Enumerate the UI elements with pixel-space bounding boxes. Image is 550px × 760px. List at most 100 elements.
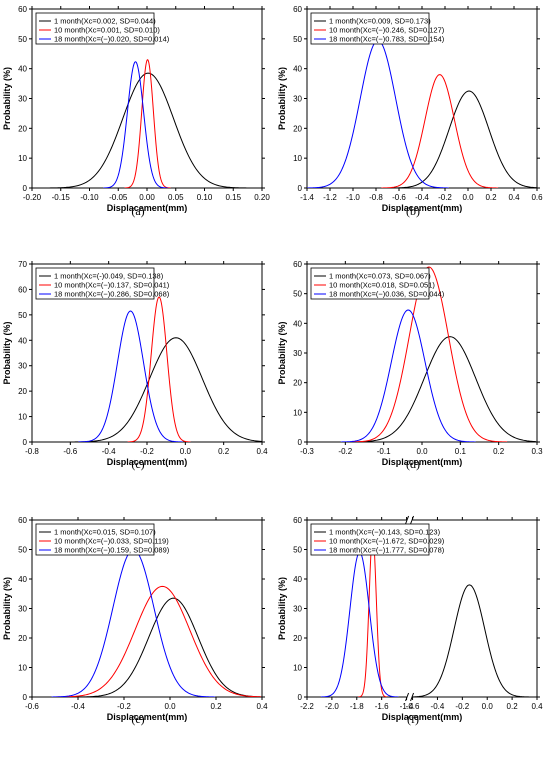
y-tick-label: 0	[23, 693, 28, 702]
x-tick-label: 0.0	[180, 447, 192, 456]
y-tick-label: 40	[293, 575, 302, 584]
y-axis-label: Probability (%)	[2, 321, 12, 384]
y-tick-label: 30	[18, 95, 27, 104]
x-axis-label: Displacement(mm)	[107, 457, 188, 467]
series-line-3	[320, 551, 399, 697]
y-tick-label: 20	[18, 634, 27, 643]
chart-panel-1: -0.20 -0.15 -0.10 -0.05 0.00 0.05 0.10 0.15 0.20…	[2, 5, 270, 218]
panel-label: (b)	[406, 204, 420, 218]
series-line-3	[51, 548, 216, 697]
series-line-1	[389, 90, 537, 188]
panel-label: (a)	[131, 204, 144, 218]
y-tick-label: 40	[18, 336, 27, 345]
x-tick-label: -0.4	[415, 193, 429, 202]
x-tick-label: -0.8	[25, 447, 39, 456]
legend-entry: 18 month(Xc=(−)0.159, SD=0.089)	[54, 546, 170, 555]
series-line-2	[52, 585, 261, 697]
y-tick-label: 40	[18, 65, 27, 74]
x-tick-label: -1.4	[400, 702, 414, 711]
x-tick-label: 0.4	[531, 702, 543, 711]
series-line-1	[70, 337, 262, 442]
x-tick-label: -0.20	[23, 193, 42, 202]
x-tick-label: -1.8	[350, 702, 364, 711]
y-tick-label: 20	[293, 379, 302, 388]
legend-box	[35, 12, 155, 45]
x-tick-label: -1.6	[375, 702, 389, 711]
legend-entry: 18 month(Xc=(−)0.020, SD=0.014)	[54, 35, 170, 44]
x-tick-label: -0.4	[71, 702, 85, 711]
x-tick-label: 0.05	[168, 193, 184, 202]
x-tick-label: 0.0	[164, 702, 176, 711]
y-tick-label: 60	[18, 516, 27, 525]
y-axis-label: Probability (%)	[277, 67, 287, 130]
legend-entry: 1 month(Xc=0.015, SD=0.107)	[54, 528, 156, 537]
y-tick-label: 60	[18, 5, 27, 14]
series-line-2	[127, 296, 191, 442]
x-tick-label: -1.2	[323, 193, 337, 202]
x-tick-label: -1.4	[300, 193, 314, 202]
y-tick-label: 0	[298, 693, 303, 702]
x-tick-label: -2.0	[325, 702, 339, 711]
y-tick-label: 10	[293, 664, 302, 673]
x-tick-label: -0.1	[377, 447, 391, 456]
x-tick-label: -0.2	[338, 447, 352, 456]
legend-entry: 10 month(Xc=0.001, SD=0.010)	[54, 26, 160, 35]
x-tick-label: 0.3	[531, 447, 543, 456]
y-tick-label: 50	[18, 311, 27, 320]
y-tick-label: 0	[23, 184, 28, 193]
legend-entry: 1 month(Xc=0.002, SD=0.044)	[54, 17, 156, 26]
y-tick-label: 30	[293, 605, 302, 614]
y-tick-label: 40	[293, 319, 302, 328]
series-line-3	[340, 309, 476, 442]
legend-box	[35, 267, 155, 300]
y-tick-label: 20	[293, 634, 302, 643]
legend-entry: 18 month(Xc=(−)0.036, SD=0.044)	[329, 290, 445, 299]
x-tick-label: 0.2	[493, 447, 505, 456]
y-tick-label: 50	[293, 35, 302, 44]
legend-entry: 10 month(Xc=(−)1.672, SD=0.029)	[329, 537, 445, 546]
x-axis-label: Displacement(mm)	[107, 712, 188, 722]
chart-panel-2: -1.4 -1.2 -1.0 -0.8 -0.6 -0.4 -0.2 0.0 0.2 0.4 0.6…	[277, 5, 543, 218]
y-tick-label: 60	[293, 260, 302, 269]
axis-break-gap	[406, 516, 413, 524]
x-tick-label: -0.6	[406, 702, 420, 711]
x-tick-label: 0.10	[197, 193, 213, 202]
chart-panel-3: -0.8 -0.6 -0.4 -0.2 0.0 0.2 0.4 0 10 20 30 40 50 60 70…	[2, 260, 268, 471]
y-tick-label: 40	[293, 65, 302, 74]
x-tick-label: -0.8	[369, 193, 383, 202]
y-axis-label: Probability (%)	[277, 321, 287, 384]
y-tick-label: 30	[18, 605, 27, 614]
y-tick-label: 60	[293, 516, 302, 525]
legend-box	[310, 523, 430, 556]
x-tick-label: -0.05	[109, 193, 128, 202]
x-tick-label: -1.0	[346, 193, 360, 202]
y-tick-label: 50	[293, 290, 302, 299]
series-line-1	[75, 597, 261, 697]
panel-label: (c)	[131, 457, 144, 471]
x-tick-label: 0.4	[256, 447, 268, 456]
x-tick-label: 0.2	[210, 702, 222, 711]
legend-entry: 10 month(Xc=(−)0.246, SD=0.127)	[329, 26, 445, 35]
x-tick-label: 0.4	[256, 702, 268, 711]
y-axis-label: Probability (%)	[2, 577, 12, 640]
legend-entry: 1 month(Xc=(−)0.143, SD=0.123)	[329, 528, 441, 537]
legend-box	[310, 267, 430, 300]
chart-panel-6: -2.2 -2.0 -1.8 -1.6 -1.4-0.6 -0.4 -0.2 0.0 0.2 0.…	[277, 515, 543, 726]
y-tick-label: 40	[18, 575, 27, 584]
x-tick-label: -0.2	[140, 447, 154, 456]
series-line-1	[46, 72, 250, 188]
x-axis-label: Displacement(mm)	[107, 203, 188, 213]
x-tick-label: 0.2	[218, 447, 230, 456]
series-line-2	[350, 266, 508, 442]
legend-entry: 18 month(Xc=(−)0.783, SD=0.154)	[329, 35, 445, 44]
legend-entry: 10 month(Xc=0.018, SD=0.051)	[329, 281, 435, 290]
legend-entry: 10 month(Xc=(−)0.033, SD=0.119)	[54, 537, 169, 546]
x-tick-label: -0.6	[25, 702, 39, 711]
panel-label: (f)	[407, 712, 419, 726]
y-tick-label: 70	[18, 260, 27, 269]
x-tick-label: -0.3	[300, 447, 314, 456]
x-tick-label: 0.20	[254, 193, 270, 202]
y-tick-label: 30	[293, 349, 302, 358]
x-tick-label: 0.1	[455, 447, 467, 456]
